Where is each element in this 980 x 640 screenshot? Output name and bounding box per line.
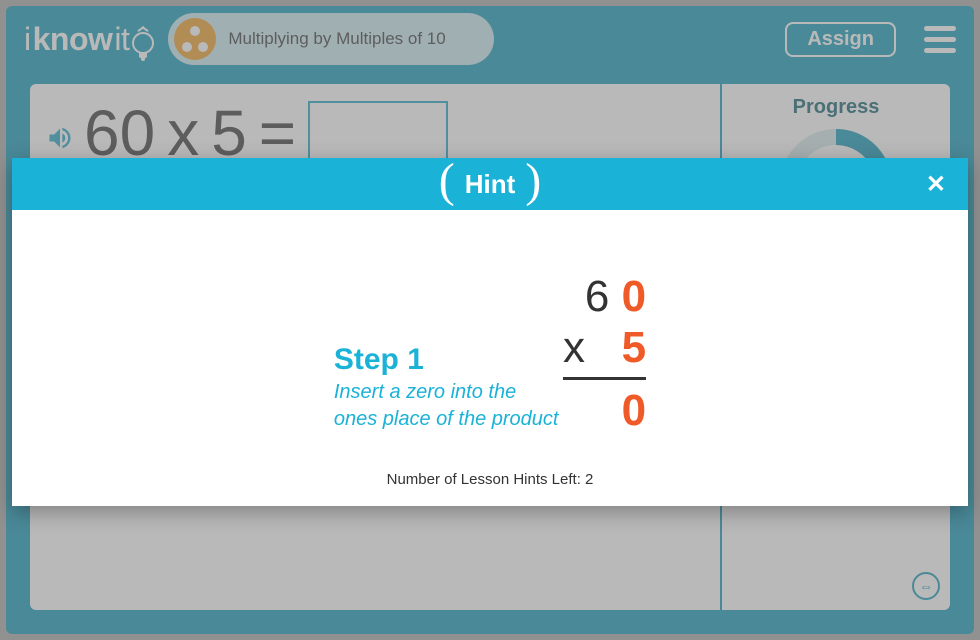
close-icon[interactable]: ✕: [926, 170, 946, 199]
hint-title: Hint: [465, 169, 516, 200]
math-top-row: 6 0: [563, 272, 646, 323]
hint-modal-body: Step 1 Insert a zero into the ones place…: [12, 210, 968, 506]
step-instruction: Insert a zero into the ones place of the…: [334, 379, 559, 433]
math-work: 6 0 x 5 0: [563, 272, 646, 437]
hints-remaining: Number of Lesson Hints Left: 2: [52, 471, 928, 488]
hint-modal: ( Hint ) ✕ Step 1 Insert a zero into the…: [12, 158, 968, 506]
math-result-row: 0: [563, 380, 646, 437]
hint-modal-header: ( Hint ) ✕: [12, 158, 968, 210]
math-second-row: x 5: [563, 323, 646, 381]
step-title: Step 1: [334, 343, 559, 377]
